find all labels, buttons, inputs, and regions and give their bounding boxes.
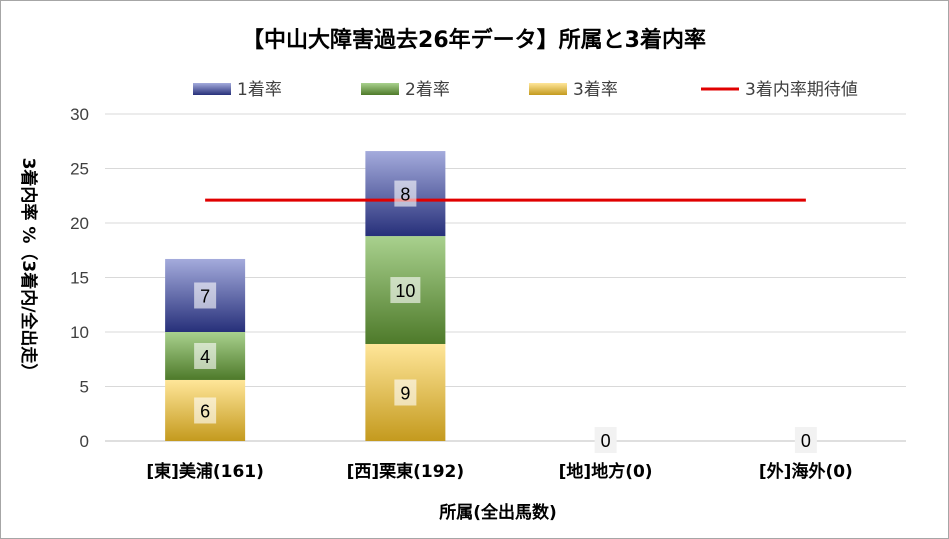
y-axis-title: 3着内率 %（3着内/全出走） <box>18 158 39 381</box>
data-label: 6 <box>200 401 210 421</box>
legend-label: 3着率 <box>573 80 618 100</box>
legend-swatch <box>529 83 567 95</box>
data-labels: 6 9 4 10 7 8 0 0 <box>194 180 817 453</box>
x-axis-categories: [東]美浦(161) [西]栗東(192) [地]地方(0) [外]海外(0) <box>146 461 853 482</box>
y-axis-ticks: 0 5 10 15 20 25 30 <box>70 105 89 451</box>
data-label-box <box>194 342 217 369</box>
legend-label: 3着内率期待値 <box>745 80 858 100</box>
data-label-box <box>794 427 817 453</box>
data-label-box <box>194 282 217 309</box>
data-label-box <box>594 427 617 453</box>
data-label-box <box>194 397 217 424</box>
y-tick-label: 0 <box>80 432 89 451</box>
y-tick-label: 25 <box>70 160 89 179</box>
legend-swatch <box>361 83 399 95</box>
data-label: 7 <box>200 286 210 306</box>
data-label: 4 <box>200 347 210 367</box>
data-label: 10 <box>395 281 415 301</box>
x-category-label: [外]海外(0) <box>759 461 853 482</box>
data-label: 8 <box>400 185 410 205</box>
x-category-label: [西]栗東(192) <box>347 461 465 482</box>
y-tick-label: 30 <box>70 105 89 124</box>
legend-label: 1着率 <box>237 80 282 100</box>
x-axis-title: 所属(全出馬数) <box>439 502 557 523</box>
data-label-box <box>394 379 417 406</box>
data-label: 0 <box>601 431 611 451</box>
legend: 1着率 2着率 3着率 3着内率期待値 <box>193 80 858 100</box>
y-tick-label: 5 <box>80 378 89 397</box>
legend-label: 2着率 <box>405 80 450 100</box>
y-tick-label: 20 <box>70 214 89 233</box>
x-category-label: [東]美浦(161) <box>146 461 264 482</box>
data-label: 0 <box>801 431 811 451</box>
legend-swatch <box>193 83 231 95</box>
y-tick-label: 10 <box>70 323 89 342</box>
data-label-box <box>390 277 421 304</box>
data-label: 9 <box>400 383 410 403</box>
data-label-box <box>394 180 417 207</box>
chart-title: 【中山大障害過去26年データ】所属と3着内率 <box>242 27 706 53</box>
x-category-label: [地]地方(0) <box>559 461 653 482</box>
y-tick-label: 15 <box>70 269 89 288</box>
